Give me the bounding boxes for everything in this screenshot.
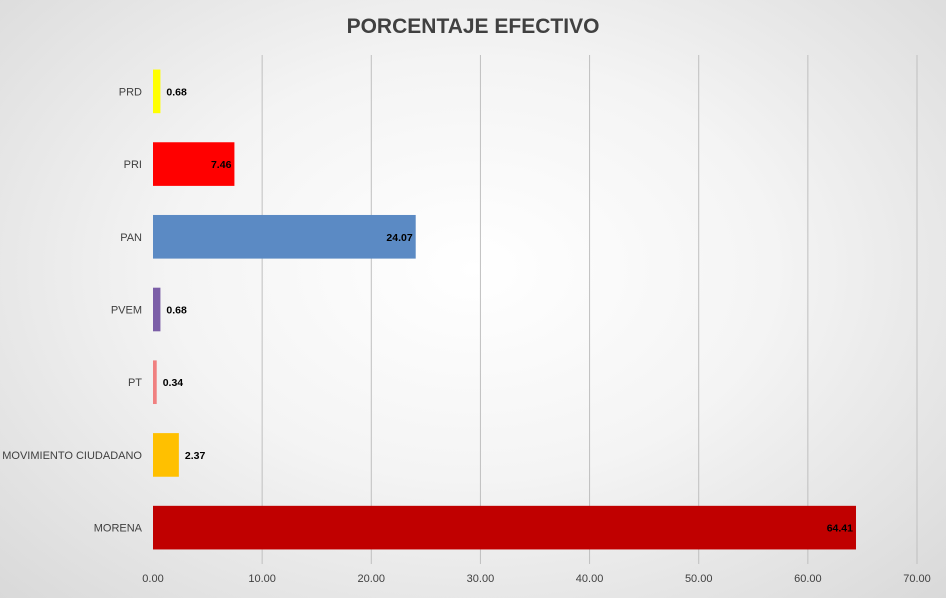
category-label: PRI: [124, 159, 142, 171]
data-label: 2.37: [185, 450, 206, 462]
x-tick-label: 0.00: [142, 573, 163, 585]
category-label: PAN: [120, 232, 142, 244]
bar: [153, 69, 161, 114]
data-label: 64.41: [827, 523, 853, 535]
x-tick-label: 30.00: [467, 573, 495, 585]
chart-title: PORCENTAJE EFECTIVO: [347, 15, 600, 38]
bar: [153, 505, 856, 550]
x-tick-label: 20.00: [358, 573, 386, 585]
category-axis: PRD PRI PAN PVEM PT MOVIMIENTO CIUDADANO MOREN…: [2, 86, 142, 534]
data-label: 24.07: [386, 232, 412, 244]
data-labels: 0.68 7.46 24.07 0.68 0.34 2.37 64.41: [163, 86, 853, 534]
x-tick-label: 40.00: [576, 573, 604, 585]
gridlines: [261, 55, 918, 564]
data-label: 0.34: [163, 377, 184, 389]
category-label: MORENA: [94, 523, 143, 535]
x-tick-label: 60.00: [794, 573, 822, 585]
bar: [153, 433, 179, 477]
bar: [153, 142, 235, 186]
bar: [153, 287, 161, 332]
data-label: 7.46: [211, 159, 232, 171]
bar: [153, 214, 416, 259]
data-label: 0.68: [166, 305, 187, 317]
x-tick-label: 50.00: [685, 573, 713, 585]
x-tick-label: 70.00: [903, 573, 931, 585]
bar: [153, 360, 157, 405]
category-label: MOVIMIENTO CIUDADANO: [2, 450, 142, 462]
category-label: PVEM: [111, 305, 142, 317]
bars: [153, 69, 856, 550]
data-label: 0.68: [166, 86, 187, 98]
value-axis: 0.00 10.00 20.00 30.00 40.00 50.00 60.00 70.00: [142, 573, 930, 585]
category-label: PRD: [119, 86, 142, 98]
x-tick-label: 10.00: [248, 573, 276, 585]
category-label: PT: [128, 377, 142, 389]
